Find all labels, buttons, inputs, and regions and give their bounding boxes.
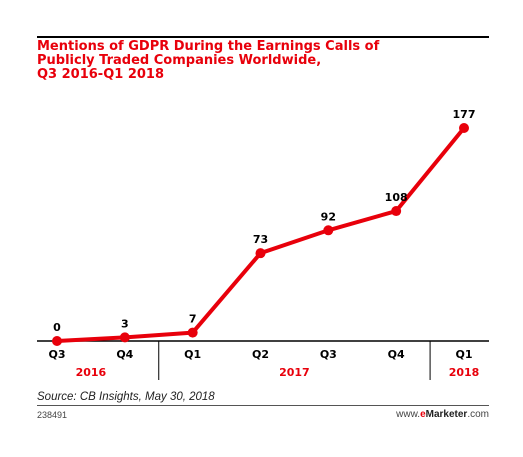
x-tick-label: Q1	[184, 348, 201, 361]
data-label: 177	[453, 108, 476, 121]
data-point	[52, 336, 62, 346]
year-label: 2018	[449, 366, 480, 379]
data-label: 108	[385, 191, 408, 204]
data-point	[187, 327, 198, 338]
data-label: 3	[121, 317, 129, 330]
title-line-3: Q3 2016-Q1 2018	[37, 67, 165, 82]
x-tick-label: Q3	[320, 348, 337, 361]
year-label: 2017	[279, 366, 310, 379]
data-point	[255, 248, 266, 259]
source-divider	[37, 405, 489, 406]
data-point	[323, 225, 334, 236]
brand-e: e	[420, 409, 426, 420]
year-label: 2016	[76, 366, 107, 379]
chart-title: Mentions of GDPR During the Earnings Cal…	[37, 40, 489, 82]
x-tick-label: Q1	[455, 348, 472, 361]
chart-id: 238491	[37, 410, 68, 420]
data-point	[459, 123, 469, 133]
x-tick-label: Q4	[388, 348, 405, 361]
x-tick-label: Q3	[48, 348, 65, 361]
data-point	[119, 332, 130, 343]
brand-name: Marketer	[425, 409, 468, 420]
top-rule	[37, 36, 489, 38]
data-label: 73	[253, 233, 268, 246]
title-line-1: Mentions of GDPR During the Earnings Cal…	[37, 39, 380, 54]
brand-suffix: .com	[467, 409, 489, 420]
title-line-2: Publicly Traded Companies Worldwide,	[37, 53, 322, 68]
brand-url: www.eMarketer.com	[396, 409, 489, 420]
x-tick-label: Q4	[116, 348, 133, 361]
data-point	[391, 206, 402, 217]
brand-prefix: www.	[396, 409, 421, 420]
data-label: 7	[189, 313, 197, 326]
x-tick-label: Q2	[252, 348, 269, 361]
source-note: Source: CB Insights, May 30, 2018	[37, 391, 215, 403]
data-label: 0	[53, 321, 61, 334]
data-label: 92	[321, 210, 336, 223]
